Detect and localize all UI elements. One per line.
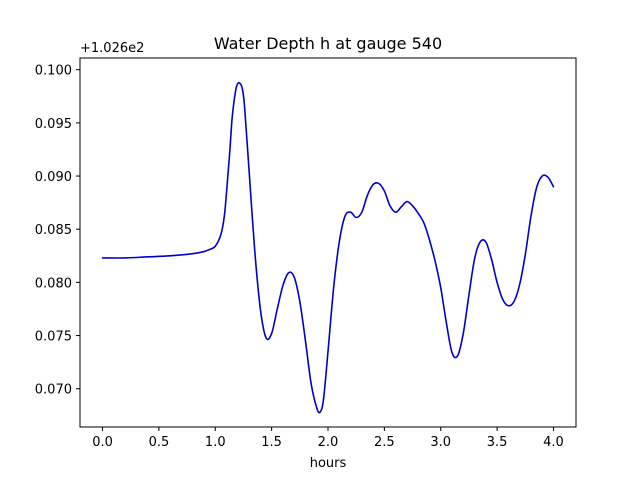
y-tick-label: 0.090 [35, 170, 72, 185]
y-tick-label: 0.085 [35, 223, 72, 238]
x-tick-label: 0.0 [92, 435, 113, 450]
x-tick-label: 2.0 [318, 435, 339, 450]
y-axis: 0.070 0.075 0.080 0.085 0.090 0.095 0.100 [35, 64, 80, 398]
x-tick-label: 1.5 [261, 435, 282, 450]
x-tick-label: 3.0 [430, 435, 451, 450]
y-tick-label: 0.080 [35, 276, 72, 291]
chart-title: Water Depth h at gauge 540 [214, 34, 442, 53]
series-line [101, 81, 555, 414]
plot-frame [79, 57, 577, 428]
y-tick-label: 0.070 [35, 383, 72, 398]
x-tick-label: 4.0 [543, 435, 564, 450]
y-tick-label: 0.095 [35, 117, 72, 132]
y-tick-label: 0.100 [35, 64, 72, 79]
x-tick-label: 3.5 [487, 435, 508, 450]
x-tick-label: 0.5 [149, 435, 170, 450]
x-axis: 0.0 0.5 1.0 1.5 2.0 2.5 3.0 3.5 4.0 [92, 427, 564, 450]
x-axis-label: hours [310, 456, 347, 471]
x-tick-label: 2.5 [374, 435, 395, 450]
y-offset-label: +1.026e2 [80, 41, 144, 56]
x-tick-label: 1.0 [205, 435, 226, 450]
plot-area [79, 57, 577, 428]
y-tick-label: 0.075 [35, 330, 72, 345]
